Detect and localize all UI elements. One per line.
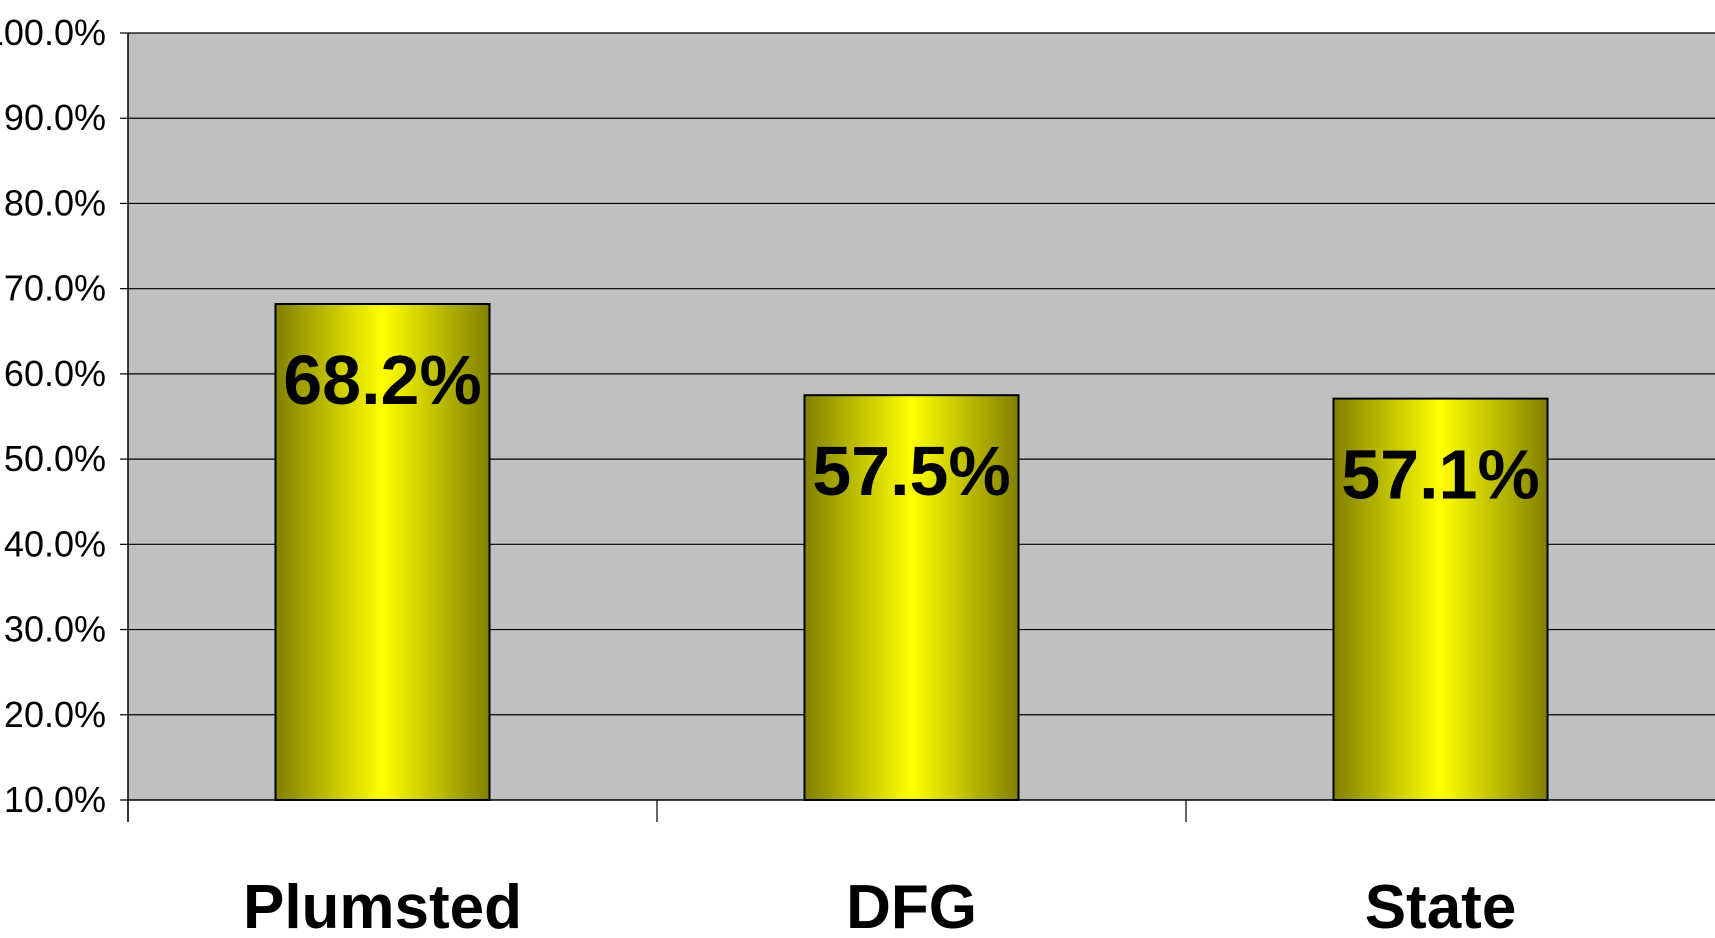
y-tick-label: 50.0% (4, 438, 106, 479)
y-tick-label: 10.0% (4, 779, 106, 820)
x-category-label: DFG (846, 873, 977, 938)
y-tick-label: 40.0% (4, 523, 106, 564)
y-axis: 10.0% 20.0% 30.0% 40.0% 50.0% 60.0% 70.0% 80.0%… (0, 12, 129, 822)
x-axis: Plumsted DFG State (127, 799, 1715, 938)
bar-plumsted (274, 303, 491, 801)
y-tick-label: 80.0% (4, 182, 106, 223)
x-category-label: Plumsted (243, 873, 522, 938)
y-tick-label: 90.0% (4, 97, 106, 138)
data-label: 57.1% (1341, 436, 1539, 514)
y-tick-label: 30.0% (4, 609, 106, 650)
y-tick-label: 100.0% (0, 12, 106, 53)
y-tick-label: 60.0% (4, 353, 106, 394)
data-label: 68.2% (283, 341, 481, 419)
y-tick-label: 20.0% (4, 694, 106, 735)
data-label: 57.5% (812, 432, 1010, 510)
bar-series (274, 303, 1549, 801)
bar-dfg (803, 394, 1020, 801)
x-category-label: State (1365, 873, 1517, 938)
data-labels: 68.2% 57.5% 57.1% (283, 341, 1539, 514)
y-tick-label: 70.0% (4, 268, 106, 309)
bar-state (1332, 397, 1549, 801)
